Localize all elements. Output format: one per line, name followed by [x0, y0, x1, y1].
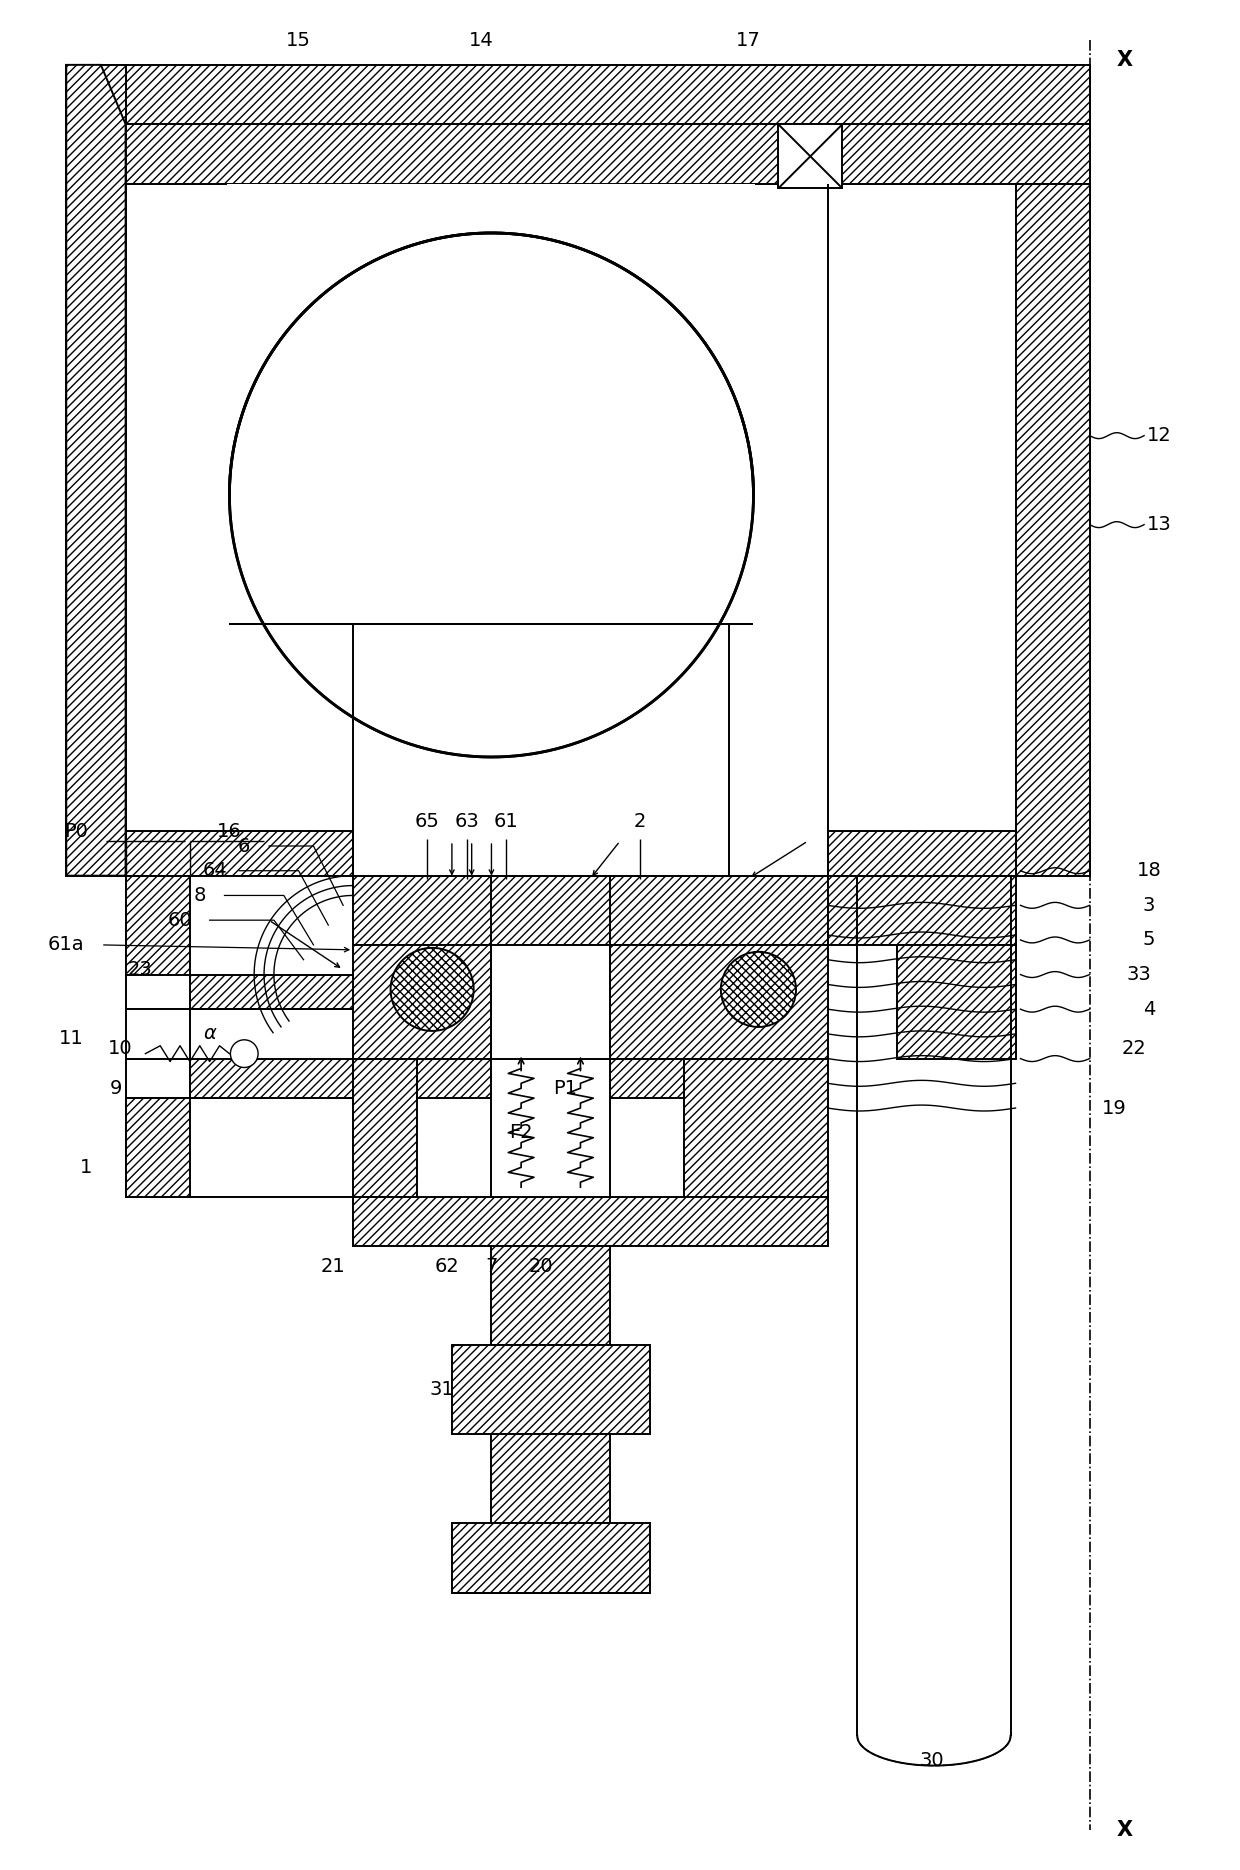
Text: 63: 63 — [454, 812, 479, 830]
Text: 60: 60 — [167, 911, 192, 929]
Polygon shape — [610, 944, 827, 1058]
Text: X: X — [1116, 50, 1132, 69]
Polygon shape — [684, 1058, 827, 1197]
Text: 64: 64 — [202, 862, 227, 881]
Polygon shape — [125, 830, 353, 875]
Polygon shape — [353, 1058, 418, 1197]
Bar — [491, 1058, 610, 1197]
Text: 19: 19 — [1102, 1098, 1127, 1118]
Circle shape — [231, 1040, 258, 1068]
Text: 65: 65 — [414, 812, 440, 830]
Bar — [125, 875, 353, 1197]
Polygon shape — [353, 1197, 827, 1247]
Text: 10: 10 — [108, 1040, 133, 1058]
Polygon shape — [491, 1247, 610, 1345]
Text: 2: 2 — [634, 812, 646, 830]
Polygon shape — [451, 1345, 650, 1434]
Polygon shape — [353, 875, 827, 944]
Text: 8: 8 — [193, 886, 206, 905]
Text: 1: 1 — [79, 1158, 92, 1176]
Polygon shape — [125, 875, 190, 974]
Text: 31: 31 — [429, 1380, 454, 1399]
Text: α: α — [203, 1025, 216, 1043]
Text: 9: 9 — [109, 1079, 122, 1098]
Polygon shape — [66, 65, 125, 875]
Text: 4: 4 — [1143, 1000, 1156, 1019]
Text: 13: 13 — [1147, 514, 1172, 535]
Text: 62: 62 — [434, 1257, 459, 1275]
Text: 16: 16 — [217, 821, 242, 842]
Text: 17: 17 — [737, 30, 761, 50]
Text: 11: 11 — [58, 1028, 83, 1049]
Polygon shape — [125, 123, 827, 183]
Text: F2: F2 — [510, 1124, 533, 1143]
Text: 7: 7 — [485, 1257, 497, 1275]
Text: 3: 3 — [1143, 896, 1156, 914]
Polygon shape — [451, 1524, 650, 1593]
Text: 18: 18 — [1137, 862, 1162, 881]
Text: 15: 15 — [286, 30, 311, 50]
Text: 30: 30 — [919, 1750, 944, 1771]
Polygon shape — [66, 65, 125, 875]
Bar — [227, 183, 755, 496]
Polygon shape — [1016, 183, 1090, 875]
Polygon shape — [827, 830, 1016, 875]
Text: 22: 22 — [1122, 1040, 1147, 1058]
Text: 6: 6 — [238, 836, 250, 855]
Circle shape — [720, 952, 796, 1027]
Polygon shape — [190, 974, 353, 1010]
Text: P1: P1 — [553, 1079, 578, 1098]
Polygon shape — [491, 1434, 610, 1524]
Text: 12: 12 — [1147, 426, 1172, 445]
Polygon shape — [353, 944, 491, 1058]
Polygon shape — [100, 65, 1090, 123]
Polygon shape — [66, 65, 125, 123]
Text: 33: 33 — [1127, 965, 1152, 984]
Polygon shape — [190, 1058, 353, 1098]
Bar — [779, 123, 842, 189]
Polygon shape — [418, 1058, 491, 1098]
Text: 61a: 61a — [48, 935, 84, 954]
Text: 21: 21 — [321, 1257, 346, 1275]
Polygon shape — [897, 944, 1016, 1058]
Text: 20: 20 — [528, 1257, 553, 1275]
Text: 14: 14 — [469, 30, 494, 50]
Polygon shape — [827, 875, 1016, 944]
Text: X: X — [1116, 1820, 1132, 1840]
Polygon shape — [125, 1098, 190, 1197]
Polygon shape — [610, 1058, 684, 1098]
Text: 23: 23 — [128, 959, 153, 980]
Text: 5: 5 — [1143, 931, 1156, 950]
Polygon shape — [827, 123, 1090, 183]
Circle shape — [391, 948, 474, 1030]
Text: 61: 61 — [494, 812, 518, 830]
Text: P0: P0 — [64, 821, 88, 842]
